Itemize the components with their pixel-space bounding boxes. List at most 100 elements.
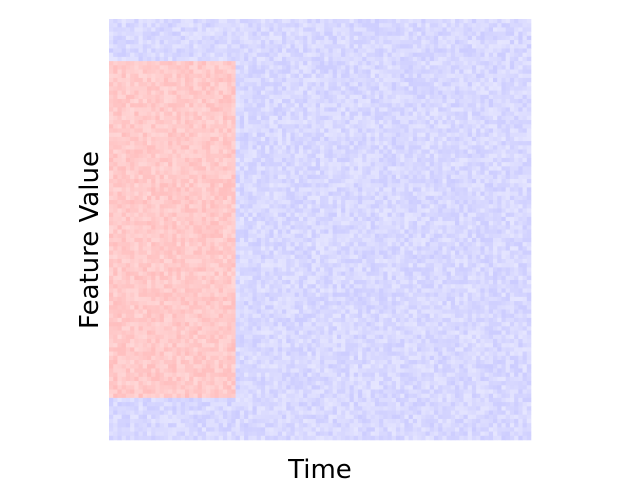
heatmap-cell-high <box>201 149 207 155</box>
heatmap-cell-low <box>248 61 253 66</box>
heatmap-cell-high <box>134 170 139 176</box>
heatmap-cell-low <box>303 90 308 96</box>
heatmap-cell-low <box>387 73 393 79</box>
heatmap-cell-high <box>113 124 118 129</box>
heatmap-cell-low <box>493 56 498 62</box>
heatmap-cell-low <box>412 149 418 155</box>
heatmap-cell-low <box>488 221 494 226</box>
heatmap-cell-high <box>125 145 131 150</box>
heatmap-cell-low <box>130 23 135 28</box>
heatmap-cell-high <box>222 107 228 112</box>
heatmap-cell-low <box>493 157 498 163</box>
heatmap-cell-low <box>239 23 245 28</box>
heatmap-cell-low <box>260 90 266 96</box>
heatmap-cell-low <box>395 120 401 125</box>
heatmap-cell-low <box>315 107 321 112</box>
heatmap-cell-low <box>260 149 266 155</box>
heatmap-cell-low <box>345 86 350 91</box>
heatmap-cell-low <box>374 77 380 83</box>
heatmap-cell-low <box>391 166 397 171</box>
heatmap-cell-low <box>383 174 388 180</box>
heatmap-cell-low <box>391 40 397 45</box>
heatmap-cell-low <box>421 86 426 91</box>
heatmap-cell-low <box>362 98 367 104</box>
heatmap-cell-low <box>459 65 464 70</box>
heatmap-cell-low <box>320 115 325 121</box>
heatmap-cell-low <box>522 124 528 129</box>
heatmap-cell-low <box>315 31 321 37</box>
heatmap-cell-low <box>324 107 329 112</box>
heatmap-cell-high <box>222 128 228 133</box>
heatmap-cell-low <box>311 208 317 213</box>
heatmap-cell-low <box>421 132 426 138</box>
heatmap-cell-low <box>336 132 342 138</box>
heatmap-cell-low <box>282 94 287 100</box>
heatmap-cell-low <box>493 86 498 91</box>
heatmap-cell-low <box>227 27 232 32</box>
heatmap-cell-low <box>332 69 338 75</box>
heatmap-cell-high <box>218 191 224 197</box>
heatmap-cell-low <box>476 225 481 230</box>
heatmap-cell-high <box>197 212 203 218</box>
heatmap-cell-low <box>315 56 321 62</box>
heatmap-cell-low <box>341 174 346 180</box>
heatmap-cell-low <box>471 103 477 108</box>
heatmap-cell-low <box>408 195 414 201</box>
heatmap-cell-low <box>303 166 308 171</box>
heatmap-cell-low <box>239 107 245 112</box>
heatmap-cell-low <box>362 115 367 121</box>
heatmap-cell-high <box>227 191 232 197</box>
heatmap-cell-low <box>239 170 245 176</box>
heatmap-cell-low <box>244 90 249 96</box>
heatmap-cell-low <box>522 195 528 201</box>
heatmap-cell-low <box>417 204 422 209</box>
heatmap-cell-high <box>130 216 135 222</box>
heatmap-cell-low <box>366 183 371 188</box>
heatmap-cell-low <box>442 90 447 96</box>
heatmap-cell-high <box>159 166 165 171</box>
heatmap-cell-low <box>332 157 338 163</box>
heatmap-cell-low <box>379 56 384 62</box>
heatmap-cell-low <box>328 115 333 121</box>
heatmap-cell-low <box>260 35 266 41</box>
heatmap-cell-low <box>429 31 435 37</box>
heatmap-cell-high <box>117 157 122 163</box>
heatmap-cell-low <box>277 111 283 117</box>
heatmap-cell-low <box>497 225 502 230</box>
heatmap-cell-high <box>117 225 122 230</box>
heatmap-cell-high <box>180 204 186 209</box>
heatmap-cell-low <box>383 153 388 159</box>
heatmap-cell-low <box>514 65 519 70</box>
heatmap-cell-low <box>467 212 473 218</box>
heatmap-cell-high <box>113 98 118 104</box>
heatmap-cell-low <box>265 204 270 209</box>
heatmap-cell-low <box>341 94 346 100</box>
heatmap-cell-low <box>349 27 355 32</box>
heatmap-cell-low <box>480 19 485 24</box>
heatmap-cell-low <box>357 191 363 197</box>
heatmap-cell-low <box>353 27 359 32</box>
heatmap-cell-low <box>155 23 160 28</box>
heatmap-cell-high <box>176 69 182 75</box>
heatmap-cell-low <box>362 23 367 28</box>
heatmap-cell-low <box>260 86 266 91</box>
heatmap-cell-low <box>311 111 317 117</box>
heatmap-cell-low <box>450 149 456 155</box>
heatmap-cell-low <box>417 52 422 58</box>
heatmap-cell-low <box>455 141 460 146</box>
heatmap-cell-low <box>522 27 528 32</box>
heatmap-cell-high <box>222 69 228 75</box>
heatmap-cell-low <box>459 31 464 37</box>
heatmap-cell-low <box>374 221 380 226</box>
heatmap-cell-low <box>324 145 329 150</box>
heatmap-cell-low <box>417 145 422 150</box>
heatmap-cell-high <box>222 216 228 222</box>
heatmap-cell-high <box>168 141 173 146</box>
heatmap-cell-low <box>260 107 266 112</box>
heatmap-cell-low <box>307 204 312 209</box>
heatmap-cell-low <box>336 200 342 205</box>
heatmap-cell-low <box>298 19 304 24</box>
heatmap-cell-low <box>518 149 523 155</box>
heatmap-cell-low <box>353 82 359 87</box>
heatmap-cell-low <box>421 27 426 32</box>
